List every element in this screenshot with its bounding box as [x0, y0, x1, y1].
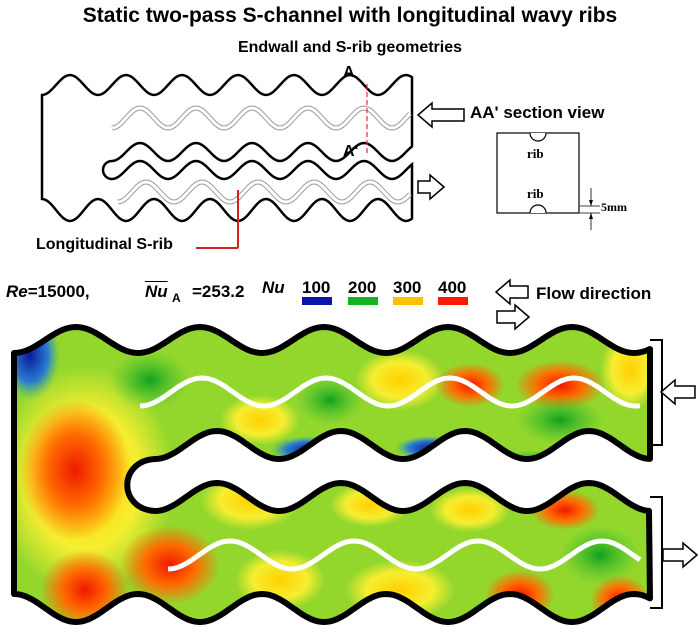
legend-swatch-100	[302, 297, 332, 305]
nu-average-symbol: Nu	[145, 282, 168, 301]
flow-direction-label: Flow direction	[536, 284, 652, 303]
legend-label-300: 300	[393, 278, 422, 297]
section-view-label: AA' section view	[470, 103, 605, 122]
nu-subscript: A	[172, 291, 181, 305]
figure-subtitle: Endwall and S-rib geometries	[237, 39, 463, 56]
endwall-outline	[40, 73, 414, 223]
rib-top-shape	[529, 132, 547, 142]
section-marker-a-prime: A'	[343, 143, 359, 160]
section-rib-bottom-label: rib	[527, 186, 544, 201]
legend-label-200: 200	[348, 278, 377, 297]
endwall-schematic	[40, 73, 465, 249]
legend-swatch-200	[348, 297, 378, 305]
legend-label-100: 100	[302, 278, 331, 297]
heat-map-rib-upper	[139, 375, 641, 409]
flow-in-arrow-icon	[494, 278, 529, 306]
re-symbol: Re	[6, 282, 28, 301]
nu-legend	[302, 297, 468, 305]
inlet-arrow-icon	[416, 101, 465, 129]
legend-swatch-400	[438, 297, 468, 305]
channel-outline	[11, 324, 653, 625]
flow-out-arrow-icon	[496, 303, 531, 331]
section-marker-a: A	[343, 64, 355, 81]
re-value: =15000,	[27, 282, 90, 301]
flow-conditions: Re=15000,	[6, 282, 90, 302]
legend-swatch-300	[393, 297, 423, 305]
nu-average-value: =253.2	[192, 282, 245, 301]
section-rib-top-label: rib	[527, 146, 544, 161]
legend-label-400: 400	[438, 278, 467, 297]
heatmap-outlet-arrow-icon	[662, 541, 699, 569]
dimension-label: 5mm	[601, 200, 627, 214]
outlet-arrow-icon	[417, 173, 446, 201]
section-view	[496, 132, 600, 230]
legend-title: Nu	[262, 278, 285, 297]
figure-title: Static two-pass S-channel with longitudi…	[82, 4, 618, 27]
outlet-bracket	[650, 496, 663, 609]
s-rib-callout: Longitudinal S-rib	[36, 236, 173, 253]
rib-bottom-shape	[529, 204, 547, 214]
heat-map-rib-lower	[167, 538, 642, 572]
heatmap-inlet-arrow-icon	[659, 378, 696, 406]
nu-contour-map	[11, 324, 699, 625]
